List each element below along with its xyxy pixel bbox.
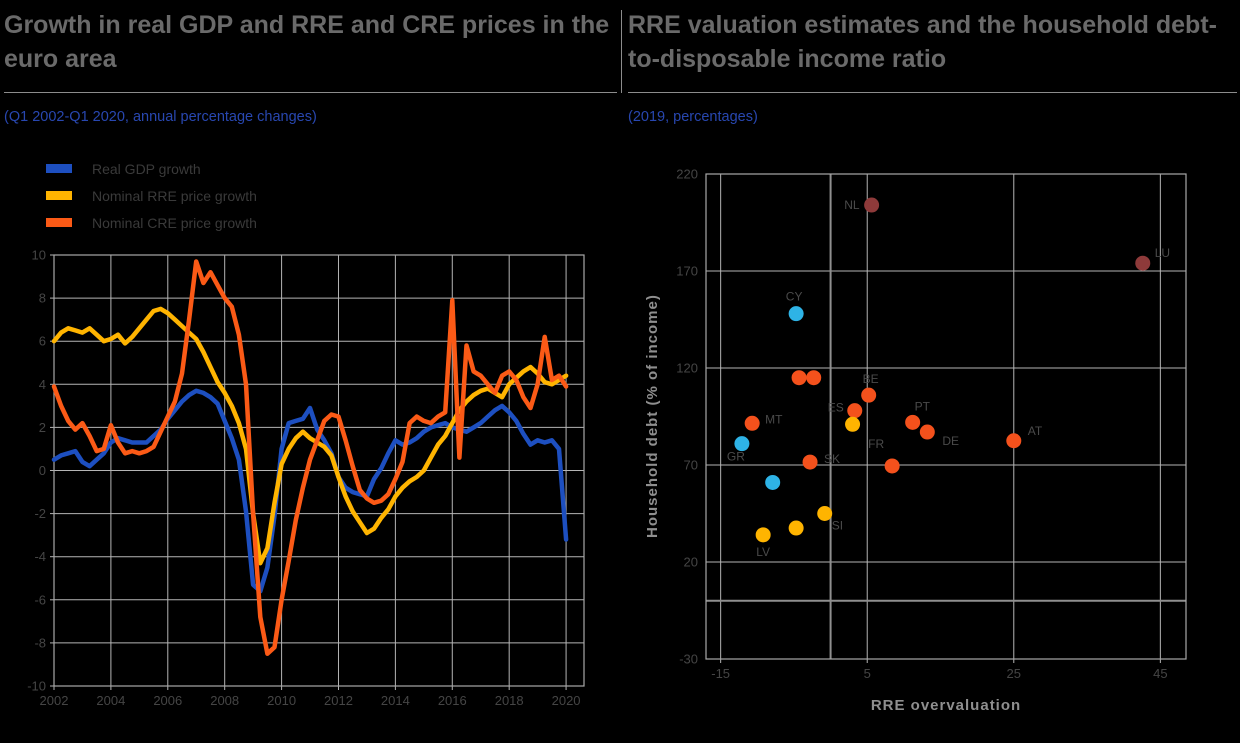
svg-text:-6: -6 [34, 592, 46, 607]
svg-text:2018: 2018 [495, 693, 524, 708]
svg-text:6: 6 [39, 334, 46, 349]
left-chart-subtitle: (Q1 2002-Q1 2020, annual percentage chan… [4, 109, 317, 125]
svg-text:2008: 2008 [210, 693, 239, 708]
svg-text:-8: -8 [34, 635, 46, 650]
svg-text:SI: SI [832, 519, 843, 533]
svg-text:2016: 2016 [438, 693, 467, 708]
right-title-rule [628, 92, 1237, 93]
legend-label-gdp: Real GDP growth [92, 160, 201, 177]
right-chart-subtitle: (2019, percentages) [628, 109, 758, 125]
svg-text:2006: 2006 [153, 693, 182, 708]
svg-text:45: 45 [1153, 666, 1167, 681]
svg-text:LV: LV [756, 545, 770, 559]
legend-item-rre: Nominal RRE price growth [46, 182, 257, 209]
svg-text:2010: 2010 [267, 693, 296, 708]
svg-text:25: 25 [1007, 666, 1021, 681]
svg-text:170: 170 [676, 264, 698, 279]
panel-divider [621, 10, 622, 93]
svg-text:8: 8 [39, 291, 46, 306]
svg-text:SK: SK [824, 452, 840, 466]
svg-text:120: 120 [676, 361, 698, 376]
svg-text:10: 10 [32, 248, 46, 263]
svg-text:4: 4 [39, 377, 46, 392]
svg-text:-4: -4 [34, 549, 46, 564]
svg-text:PT: PT [915, 399, 931, 413]
svg-text:220: 220 [676, 167, 698, 182]
legend-label-cre: Nominal CRE price growth [92, 214, 257, 231]
svg-text:2004: 2004 [96, 693, 125, 708]
svg-text:CY: CY [786, 290, 803, 304]
svg-text:2: 2 [39, 420, 46, 435]
svg-text:LU: LU [1155, 246, 1170, 260]
svg-text:DE: DE [942, 434, 959, 448]
legend-item-gdp: Real GDP growth [46, 155, 257, 182]
svg-text:-2: -2 [34, 506, 46, 521]
rre-line-swatch [46, 191, 72, 200]
svg-text:0: 0 [39, 463, 46, 478]
svg-text:MT: MT [765, 412, 783, 426]
svg-text:-10: -10 [27, 679, 46, 694]
scatter-x-axis-title: RRE overvaluation [870, 697, 1022, 714]
svg-text:2012: 2012 [324, 693, 353, 708]
svg-text:NL: NL [844, 198, 860, 212]
svg-text:ES: ES [828, 401, 844, 415]
svg-text:AT: AT [1028, 424, 1043, 438]
legend-item-cre: Nominal CRE price growth [46, 209, 257, 236]
legend-label-rre: Nominal RRE price growth [92, 187, 257, 204]
svg-text:2020: 2020 [552, 693, 581, 708]
svg-text:-30: -30 [679, 652, 698, 667]
right-chart-title: RRE valuation estimates and the househol… [628, 11, 1217, 73]
svg-text:5: 5 [864, 666, 871, 681]
gdp-line-swatch [46, 164, 72, 173]
left-chart-title: Growth in real GDP and RRE and CRE price… [4, 11, 610, 73]
svg-text:FR: FR [868, 437, 884, 451]
svg-text:-15: -15 [711, 666, 730, 681]
svg-text:20: 20 [684, 555, 698, 570]
svg-text:2002: 2002 [40, 693, 69, 708]
svg-text:70: 70 [684, 458, 698, 473]
svg-text:2014: 2014 [381, 693, 410, 708]
svg-text:GR: GR [727, 450, 745, 464]
left-title-rule [4, 92, 617, 93]
cre-line-swatch [46, 218, 72, 227]
left-chart-legend: Real GDP growth Nominal RRE price growth… [46, 155, 257, 236]
valuation-debt-scatter-chart: 220 170 120 70 20 -30 -15 5 25 45 NL LU CY BE ES PT DE FR… [676, 167, 1187, 681]
svg-text:BE: BE [863, 372, 879, 386]
